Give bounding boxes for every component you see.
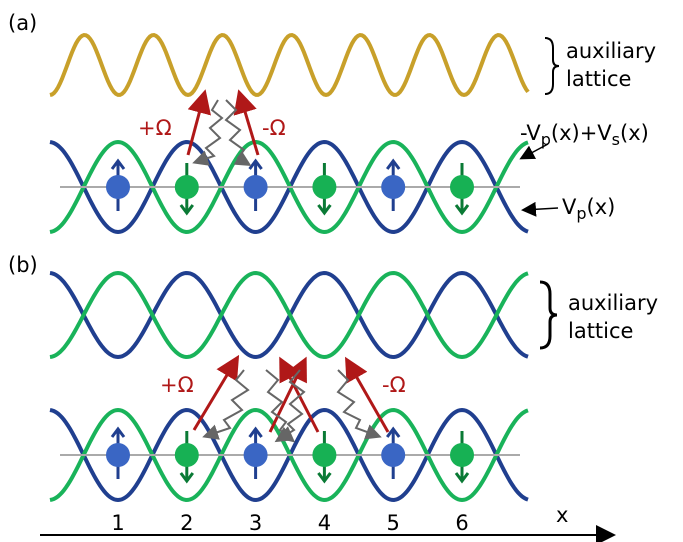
omega-plus: +Ω bbox=[138, 116, 172, 140]
lattice-waves bbox=[50, 35, 528, 500]
omega-minus: -Ω bbox=[262, 116, 286, 140]
atom bbox=[175, 175, 199, 199]
potential-label: -Vp(x)+Vs(x) bbox=[520, 121, 649, 149]
aux-label: lattice bbox=[568, 319, 633, 343]
axis-label: x bbox=[556, 503, 568, 527]
potential-label: Vp(x) bbox=[562, 195, 615, 223]
aux-label: auxiliary bbox=[566, 39, 656, 63]
atom bbox=[175, 443, 199, 467]
wave bbox=[50, 35, 528, 95]
brace bbox=[545, 38, 559, 94]
decay-arrow bbox=[206, 370, 248, 436]
atom bbox=[106, 443, 130, 467]
site-label: 4 bbox=[318, 511, 331, 535]
wave bbox=[50, 273, 528, 357]
aux-label: lattice bbox=[566, 67, 631, 91]
atom bbox=[381, 175, 405, 199]
site-label: 3 bbox=[249, 511, 262, 535]
site-label: 1 bbox=[111, 511, 124, 535]
atom bbox=[450, 175, 474, 199]
atom bbox=[381, 443, 405, 467]
omega-plus: +Ω bbox=[160, 373, 194, 397]
atom bbox=[106, 175, 130, 199]
atom bbox=[244, 443, 268, 467]
atom bbox=[312, 443, 336, 467]
site-label: 6 bbox=[455, 511, 468, 535]
site-label: 2 bbox=[180, 511, 193, 535]
aux-label: auxiliary bbox=[568, 291, 658, 315]
panel-label: (a) bbox=[8, 11, 37, 35]
figure: (a) auxiliary lattice +Ω -Ω -Vp(x)+Vs(x)… bbox=[0, 0, 683, 542]
atom bbox=[312, 175, 336, 199]
pointer bbox=[524, 208, 558, 210]
brace bbox=[540, 282, 557, 348]
omega-minus: -Ω bbox=[382, 373, 406, 397]
atom bbox=[244, 175, 268, 199]
site-label: 5 bbox=[387, 511, 400, 535]
panel-label: (b) bbox=[8, 253, 38, 277]
atom bbox=[450, 443, 474, 467]
pointer bbox=[522, 144, 548, 158]
red-arrow bbox=[194, 360, 236, 430]
